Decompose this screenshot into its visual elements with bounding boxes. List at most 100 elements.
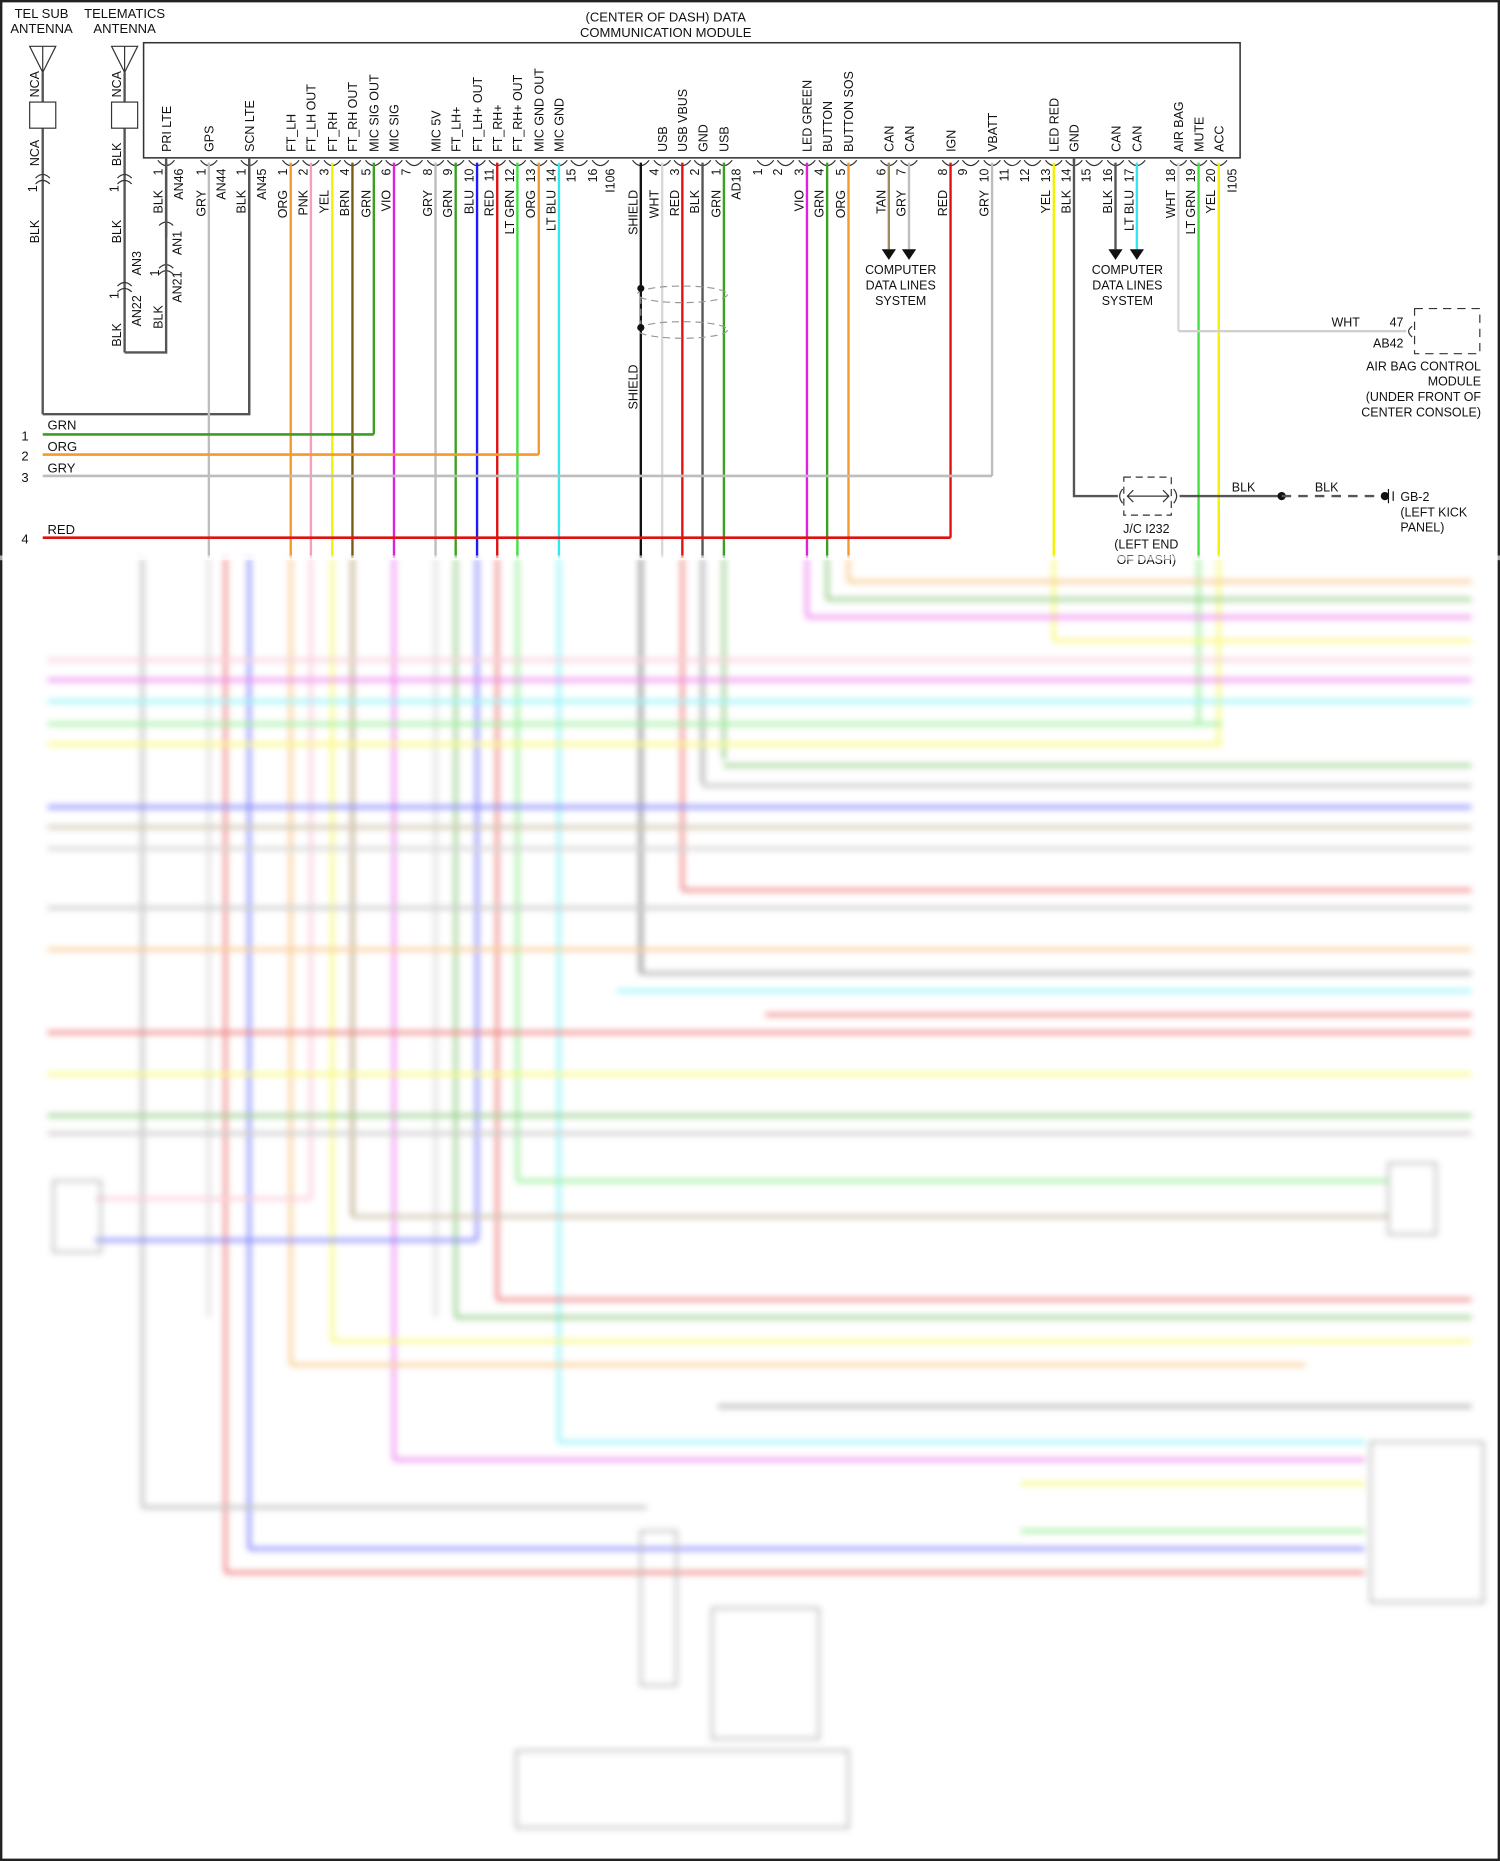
i106-pin-14-number: 14 (544, 168, 558, 182)
ad18-pin-3-color: RED (668, 190, 682, 216)
ad18-connector-label: AD18 (730, 168, 744, 199)
row-1-color: GRN (47, 418, 76, 433)
i105-pin-7-color: GRY (894, 189, 908, 216)
ad18-pin-2-function: GND (696, 124, 710, 152)
an21-lead: BLK (152, 305, 166, 329)
antenna-connector-0-code: AN46 (172, 168, 186, 199)
telematics-bottom-wire: BLK (110, 142, 124, 166)
side-rows: 1 GRN 2 ORG 3 GRY 4 RED (21, 418, 77, 547)
i105-pin-4-number: 4 (813, 168, 827, 175)
module-title-line1: (CENTER OF DASH) DATA (586, 9, 747, 24)
connector-cavity (570, 159, 588, 167)
i106-pin-6-function: MIC SIG (388, 104, 402, 152)
antenna-amplifier-box (29, 101, 57, 129)
data-lines-1-line2: DATA LINES (866, 279, 936, 293)
i105-pin-13-color: YEL (1039, 190, 1053, 214)
i105-pin-7-function: CAN (903, 126, 917, 152)
i106-pin-8-number: 8 (421, 168, 435, 175)
i106-pin-2-number: 2 (296, 168, 310, 175)
i105-pin-17-function: CAN (1131, 126, 1145, 152)
i106-pin-5-number: 5 (359, 168, 373, 175)
connector-pins: PRI LTE 1 BLK AN46 GPS 1 GRY AN44 SCN LTE 1 BLK AN4… (152, 68, 1240, 235)
i106-pin-10-color: BLU (462, 190, 476, 214)
ad18-pin-4-function: USB (656, 126, 670, 152)
i105-pin-16-number: 16 (1101, 168, 1115, 182)
i105-pin-17-number: 17 (1122, 168, 1136, 182)
data-lines-1-line3: SYSTEM (875, 294, 926, 308)
i106-pin-14-color: LT BLU (544, 190, 558, 231)
i106-connector-label: I106 (604, 168, 618, 192)
an3-pin: 1 (108, 292, 122, 299)
i105-pin-6-color: TAN (874, 190, 888, 214)
i106-pin-11-function: FT_RH+ (491, 105, 505, 152)
i106-pin-8-function: MIC 5V (429, 110, 443, 152)
i105-connector-label: I105 (1226, 168, 1240, 192)
ground-label3: PANEL) (1400, 521, 1444, 535)
airbag-label1: AIR BAG CONTROL (1366, 359, 1481, 373)
ad18-pin-3-function: USB VBUS (676, 89, 690, 152)
i106-pin-4-function: FT_RH OUT (346, 82, 360, 152)
i105-pin-9-number: 9 (956, 168, 970, 175)
wires (42, 157, 1407, 558)
module-title-line2: COMMUNICATION MODULE (580, 25, 752, 40)
arrow-icon (1108, 249, 1144, 260)
i105-pin-10-number: 10 (978, 168, 992, 182)
i105-pin-13-function: LED RED (1048, 98, 1062, 152)
i106-pin-9-number: 9 (441, 168, 455, 175)
i106-pin-8-color: GRY (421, 189, 435, 216)
tel-sub-label2: ANTENNA (10, 21, 73, 36)
data-lines-1-line1: COMPUTER (865, 263, 936, 277)
row-3-color: GRY (47, 460, 75, 475)
antenna-connector-1-number: 1 (194, 168, 208, 175)
i105-pin-20-number: 20 (1204, 168, 1218, 182)
antenna-icon (28, 45, 57, 74)
ground-wire1: BLK (1232, 480, 1256, 494)
i106-pin-11-number: 11 (483, 168, 497, 181)
i105-pin-19-number: 19 (1184, 168, 1198, 182)
antenna-amplifier-box (110, 101, 139, 129)
row-4-num: 4 (21, 532, 28, 547)
row-1-num: 1 (21, 428, 28, 443)
antenna-connector-1-color: GRY (194, 189, 208, 216)
connector-cavity (591, 159, 610, 167)
i106-pin-16-number: 16 (586, 168, 600, 182)
i106-pin-13-number: 13 (524, 168, 538, 182)
connector-cavity (1085, 159, 1103, 167)
i106-pin-14-function: MIC GND (553, 98, 567, 152)
ground-wire2: BLK (1315, 480, 1339, 494)
airbag-wire-color: WHT (1331, 315, 1360, 329)
shield-label-lower: SHIELD (626, 364, 640, 409)
antenna-connector-0-number: 1 (152, 168, 166, 175)
junction-connector-box (1123, 476, 1172, 516)
shield-label: SHIELD (626, 190, 640, 235)
i105-pin-16-function: CAN (1109, 126, 1123, 152)
computer-data-lines-1: COMPUTER DATA LINES SYSTEM (865, 249, 936, 308)
row-3-num: 3 (21, 470, 28, 485)
i105-pin-10-function: VBATT (986, 112, 1000, 152)
i105-pin-1-number: 1 (751, 168, 765, 175)
tel-sub-pin: 1 (26, 185, 40, 192)
i105-pin-5-number: 5 (834, 168, 848, 175)
obscured-lower-diagram (47, 557, 1485, 1829)
i105-pin-6-number: 6 (874, 168, 888, 175)
i106-pin-12-function: FT_RH+ OUT (511, 74, 525, 152)
ad18-pin-3-number: 3 (668, 168, 682, 175)
i105-pin-13-number: 13 (1039, 168, 1053, 182)
airbag-label3: (UNDER FRONT OF (1366, 390, 1482, 404)
connector-cavity (776, 159, 795, 167)
i105-pin-8-number: 8 (936, 168, 950, 175)
ad18-pin-2-number: 2 (688, 168, 702, 175)
an22-lead: BLK (110, 322, 124, 346)
antenna-connector-0-color: BLK (152, 189, 166, 213)
arrow-icon (881, 249, 917, 260)
i106-pin-15-number: 15 (565, 168, 579, 182)
i105-pin-20-function: ACC (1212, 126, 1226, 152)
i106-pin-3-color: YEL (318, 190, 332, 214)
i105-pin-18-number: 18 (1164, 168, 1178, 182)
data-lines-2-line3: SYSTEM (1102, 294, 1153, 308)
row-2-color: ORG (47, 439, 77, 454)
i105-pin-11-number: 11 (998, 168, 1012, 181)
data-lines-2-line1: COMPUTER (1092, 263, 1163, 277)
communication-module-box (142, 41, 1241, 159)
